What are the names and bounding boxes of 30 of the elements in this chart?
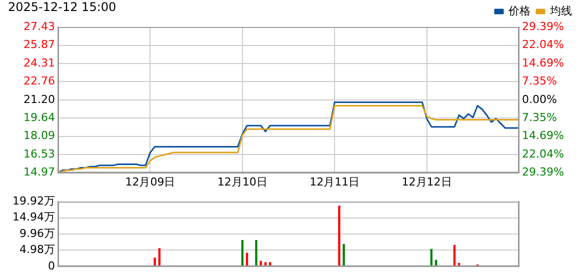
y-tick-label: 21.20 <box>24 92 55 106</box>
y-tick-label: 19.92万 <box>12 194 55 208</box>
y2-tick-label: 29.39% <box>522 20 564 33</box>
y-tick-label: 27.43 <box>24 20 55 33</box>
chart-title: 2025-12-12 15:00 <box>8 0 116 14</box>
y-tick-label: 0 <box>48 259 55 272</box>
y2-tick-label: 7.35% <box>522 110 557 124</box>
y-tick-label: 4.98万 <box>20 243 55 256</box>
y-tick-label: 24.31 <box>24 56 55 70</box>
y-tick-label: 14.97 <box>24 166 55 179</box>
y-tick-label: 9.96万 <box>20 226 55 240</box>
y-tick-label: 22.76 <box>24 74 55 88</box>
legend-label: 均线 <box>549 4 572 18</box>
y2-tick-label: 14.69% <box>522 56 564 70</box>
y2-tick-label: 14.69% <box>522 129 564 142</box>
y-tick-label: 25.87 <box>24 38 55 52</box>
y2-tick-label: 29.39% <box>522 166 564 179</box>
y-tick-label: 16.53 <box>24 147 55 160</box>
x-tick-label: 12月09日 <box>125 175 176 188</box>
y2-tick-label: 22.04% <box>522 147 564 160</box>
x-tick-label: 12月11日 <box>310 175 360 188</box>
y-tick-label: 14.94万 <box>12 210 55 224</box>
y2-tick-label: 0.00% <box>522 92 557 106</box>
x-tick-label: 12月10日 <box>217 175 268 188</box>
x-tick-label: 12月12日 <box>402 175 452 188</box>
y2-tick-label: 7.35% <box>522 74 557 88</box>
legend-label: 价格 <box>508 4 530 18</box>
y-tick-label: 18.09 <box>24 129 55 142</box>
y2-tick-label: 22.04% <box>522 38 564 52</box>
y-tick-label: 19.64 <box>24 111 55 124</box>
